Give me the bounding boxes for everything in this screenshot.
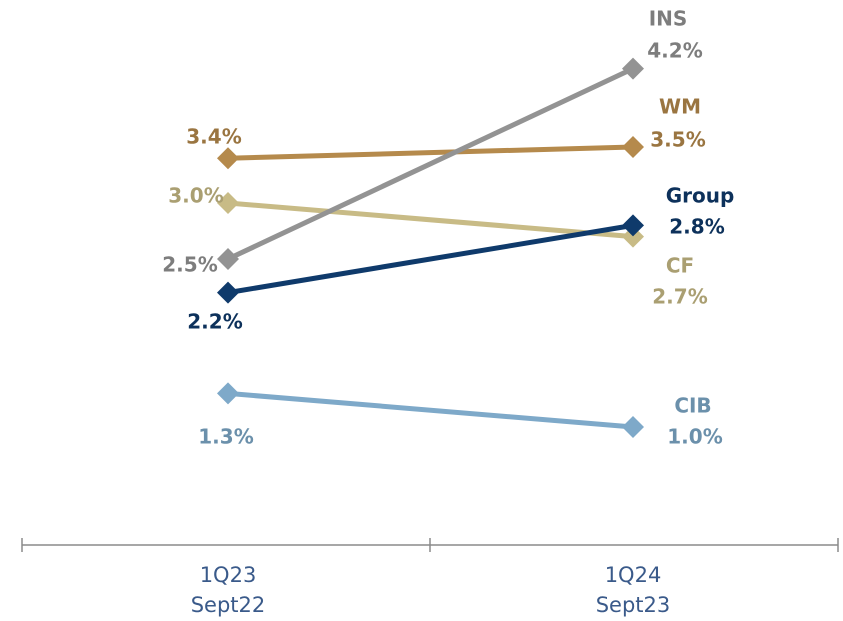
value-label: 4.2% xyxy=(647,39,702,63)
value-label: 1.0% xyxy=(667,425,722,449)
point-marker xyxy=(622,57,644,80)
series-line xyxy=(227,144,634,161)
series-line xyxy=(227,200,634,240)
point-marker xyxy=(622,416,644,438)
point-marker xyxy=(217,382,239,405)
series-line xyxy=(227,222,634,296)
point-marker xyxy=(622,225,644,248)
point-marker xyxy=(622,136,644,158)
point-marker xyxy=(217,147,239,170)
value-label: 3.0% xyxy=(168,184,223,208)
series-name: INS xyxy=(649,7,688,31)
series-name: WM xyxy=(659,95,701,119)
x-tick-label: 1Q24 xyxy=(605,563,662,587)
point-marker xyxy=(622,214,644,237)
x-tick-label: Sept22 xyxy=(191,593,266,617)
value-label: 2.8% xyxy=(669,215,724,239)
value-label: 1.3% xyxy=(198,425,253,449)
value-label: 3.5% xyxy=(650,128,705,152)
value-label: 2.5% xyxy=(162,253,217,277)
value-label: 3.4% xyxy=(186,125,241,149)
series-name: Group xyxy=(666,184,735,208)
value-label: 2.2% xyxy=(187,310,242,334)
x-tick-label: Sept23 xyxy=(596,593,671,617)
value-label: 2.7% xyxy=(652,285,707,309)
point-marker xyxy=(217,192,239,214)
series-name: CIB xyxy=(674,394,711,418)
series-line xyxy=(226,66,635,262)
point-marker xyxy=(217,248,239,270)
point-marker xyxy=(217,281,239,304)
series-line xyxy=(227,390,634,430)
x-tick-label: 1Q23 xyxy=(200,563,257,587)
series-name: CF xyxy=(666,254,694,278)
